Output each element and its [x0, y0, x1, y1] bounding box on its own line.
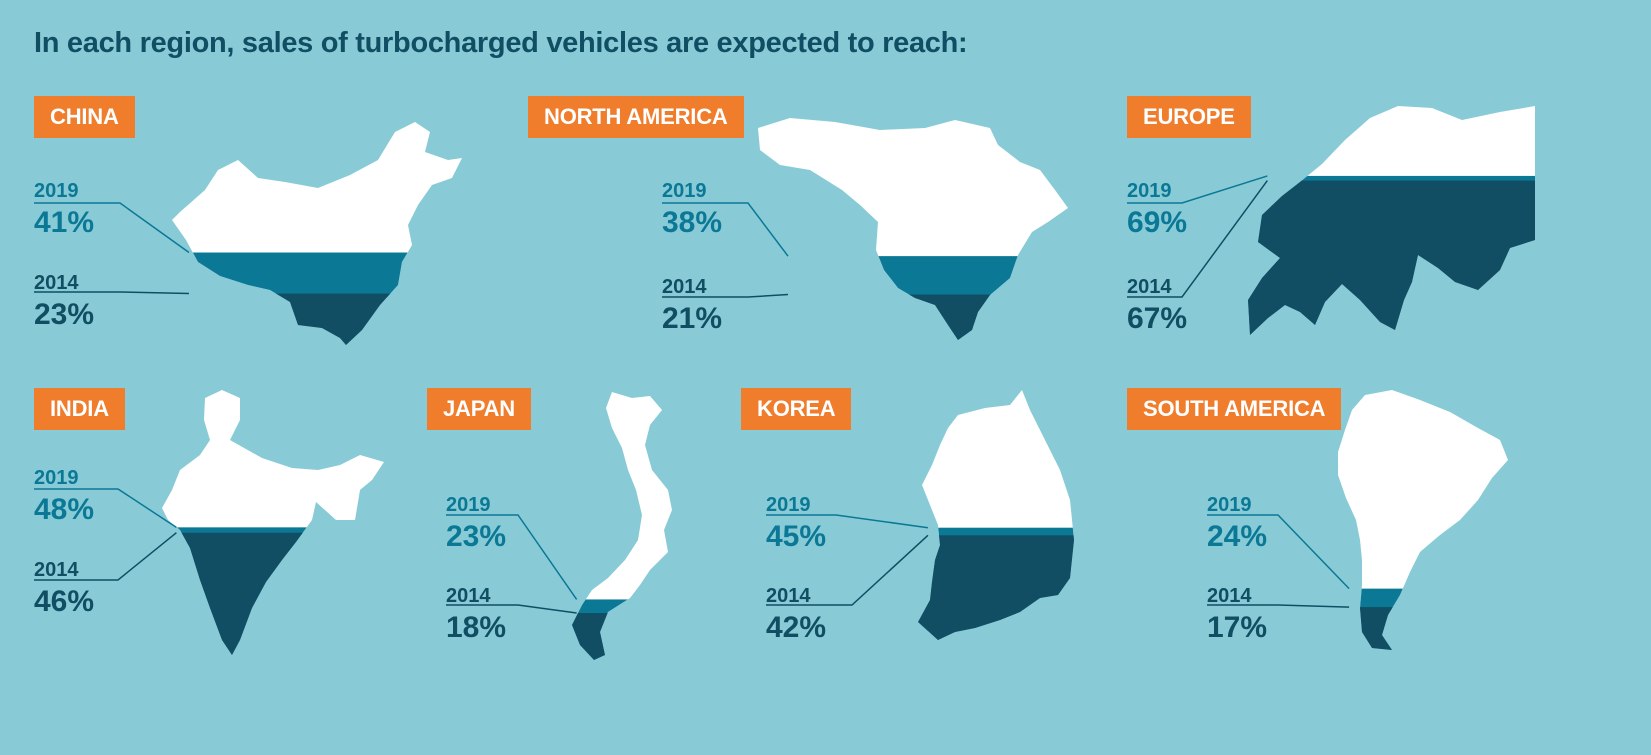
map-china: [172, 122, 462, 345]
map-korea: [918, 390, 1074, 640]
leader-line-2019-europe: [1127, 175, 1268, 204]
leader-line-2019-korea: [766, 514, 929, 529]
page-title: In each region, sales of turbocharged ve…: [34, 27, 968, 59]
bar-2014-south-america: [1338, 607, 1508, 650]
map-south-america: [1338, 390, 1508, 650]
bar-2014-europe: [1248, 180, 1535, 335]
map-europe: [1248, 106, 1535, 335]
leader-line-2019-south-america: [1207, 514, 1350, 590]
map-japan: [572, 392, 672, 660]
leader-line-2014-south-america: [1207, 604, 1350, 608]
map-base-india: [162, 390, 384, 655]
map-north-america: [758, 118, 1068, 340]
leader-line-2019-india: [34, 488, 177, 528]
bar-2014-korea: [918, 535, 1074, 640]
bar-2019-north-america: [758, 256, 1068, 340]
bar-2014-china: [172, 293, 462, 345]
leader-line-2014-india: [34, 532, 177, 581]
leader-line-2019-north-america: [662, 202, 789, 257]
leader-line-2014-europe: [1127, 180, 1268, 298]
leader-line-2019-japan: [446, 514, 578, 600]
leader-line-2014-japan: [446, 604, 577, 614]
leader-line-2019-china: [34, 202, 190, 254]
bar-2014-india: [162, 532, 384, 655]
map-india: [162, 390, 384, 655]
leader-line-2014-korea: [766, 534, 929, 606]
bar-2014-north-america: [758, 294, 1068, 340]
map-base-north-america: [758, 118, 1068, 340]
leader-line-2014-north-america: [662, 293, 789, 298]
leader-line-2014-china: [34, 291, 190, 295]
bar-2014-japan: [572, 613, 672, 660]
